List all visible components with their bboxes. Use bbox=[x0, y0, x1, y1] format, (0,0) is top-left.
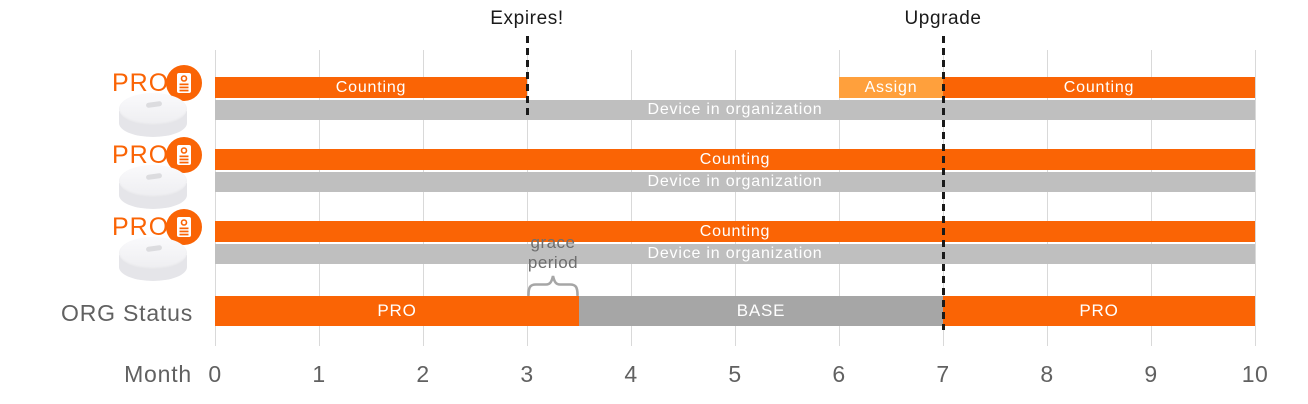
expires-annotation-label: Expires! bbox=[490, 8, 564, 29]
org-status-base-bar: BASE bbox=[579, 296, 943, 326]
grace-period-brace bbox=[527, 272, 579, 297]
month-tick-5: 5 bbox=[728, 361, 742, 387]
device-2-in-org-bar: Device in organization bbox=[215, 172, 1255, 192]
month-tick-1: 1 bbox=[312, 361, 326, 387]
month-axis-label: Month bbox=[124, 361, 192, 387]
license-icon bbox=[166, 137, 202, 173]
month-tick-6: 6 bbox=[832, 361, 846, 387]
month-tick-10: 10 bbox=[1241, 361, 1269, 387]
device-1-counting-bar: Counting bbox=[215, 77, 527, 98]
upgrade-dashed-line bbox=[942, 36, 945, 330]
device-image bbox=[119, 165, 187, 209]
month-tick-7: 7 bbox=[936, 361, 950, 387]
org-status-label: ORG Status bbox=[61, 300, 193, 326]
org-status-pro-bar-2: PRO bbox=[943, 296, 1255, 326]
month-tick-3: 3 bbox=[520, 361, 534, 387]
upgrade-annotation-label: Upgrade bbox=[904, 8, 982, 29]
device-2-license-label: PRO bbox=[112, 141, 170, 169]
device-1-assign-bar: Assign bbox=[839, 77, 943, 98]
device-1-in-org-bar: Device in organization bbox=[215, 100, 1255, 120]
expires-dashed-line bbox=[526, 36, 529, 120]
license-icon bbox=[166, 65, 202, 101]
device-image bbox=[119, 237, 187, 281]
month-tick-4: 4 bbox=[624, 361, 638, 387]
month-tick-2: 2 bbox=[416, 361, 430, 387]
device-1-license-label: PRO bbox=[112, 69, 170, 97]
device-image bbox=[119, 93, 187, 137]
device-2-counting-bar: Counting bbox=[215, 149, 1255, 170]
device-3-license-label: PRO bbox=[112, 213, 170, 241]
license-icon bbox=[166, 209, 202, 245]
device-3-in-org-bar: Device in organization bbox=[215, 244, 1255, 264]
month-tick-0: 0 bbox=[208, 361, 222, 387]
month-tick-9: 9 bbox=[1144, 361, 1158, 387]
device-1-counting-bar-2: Counting bbox=[943, 77, 1255, 98]
grace-period-label: grace period bbox=[527, 233, 579, 272]
device-3-counting-bar: Counting bbox=[215, 221, 1255, 242]
month-tick-8: 8 bbox=[1040, 361, 1054, 387]
org-status-pro-bar: PRO bbox=[215, 296, 579, 326]
